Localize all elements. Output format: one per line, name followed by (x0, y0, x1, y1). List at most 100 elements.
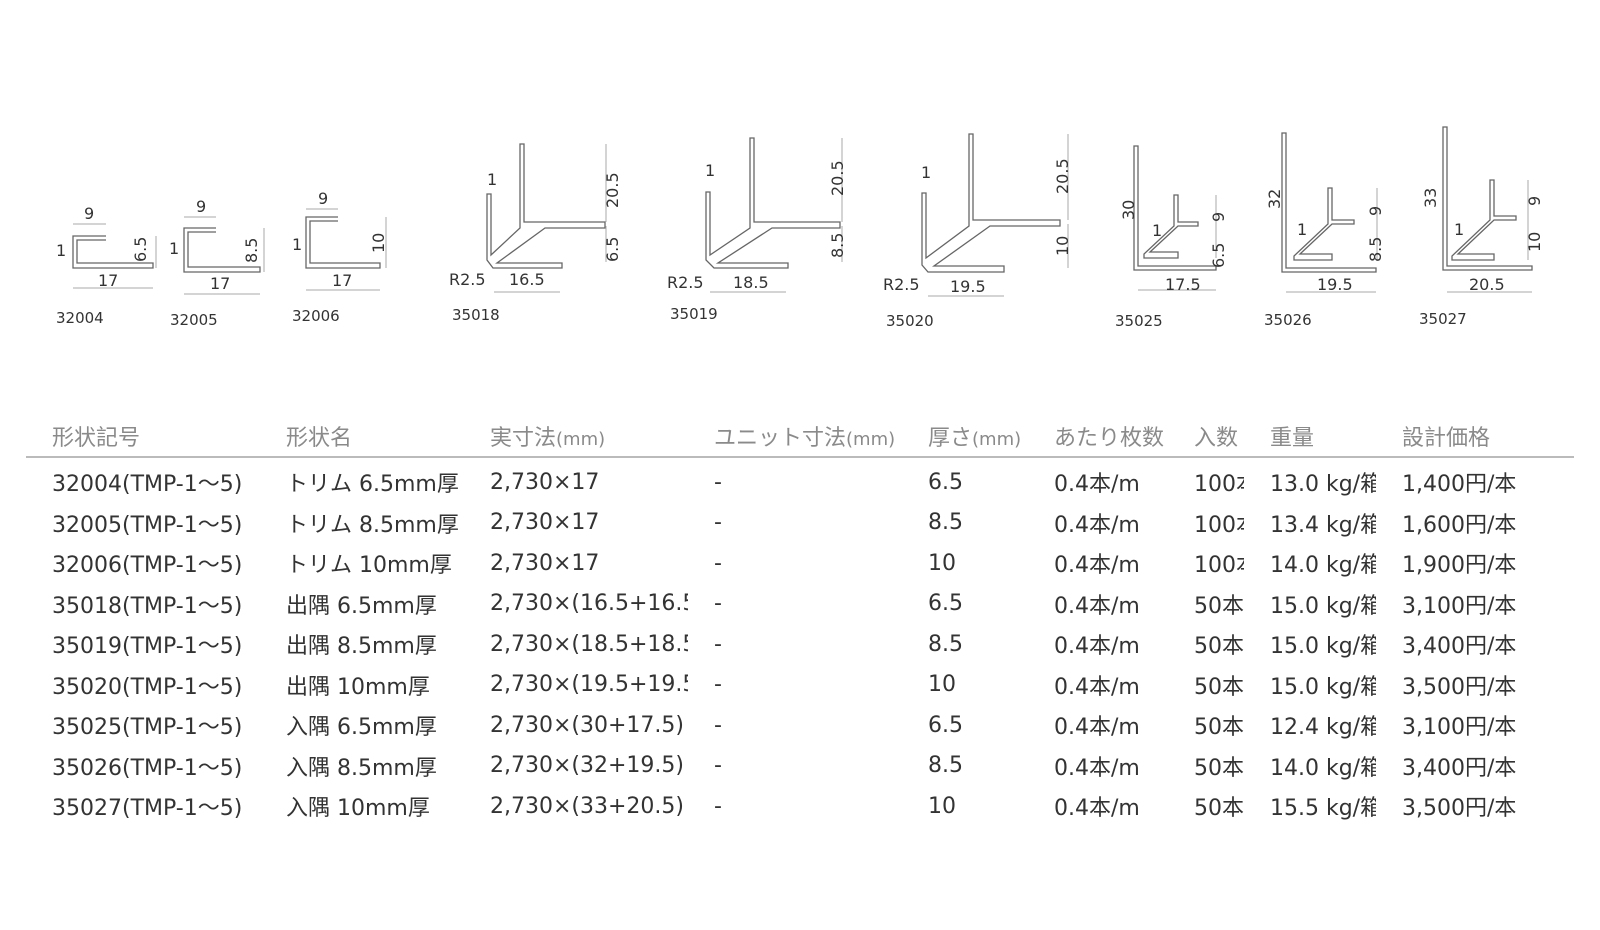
header-unit-size: ユニット寸法(mm) (714, 426, 896, 451)
dim-label: 20.5 (1469, 275, 1505, 294)
diagram-code: 35027 (1419, 310, 1467, 328)
cell-name: トリム 10mm厚 (286, 553, 452, 579)
cell-code: 35019(TMP-1〜5) (52, 634, 243, 660)
dim-label: 8.5 (1366, 237, 1385, 262)
cell-thickness: 10 (928, 672, 956, 698)
dim-label: 6.5 (1209, 243, 1228, 268)
cell-weight: 13.4 kg/箱 (1270, 512, 1376, 538)
cell-unit-size: - (714, 510, 722, 536)
cell-weight: 15.0 kg/箱 (1270, 674, 1376, 700)
cell-price: 3,100円/本 (1402, 715, 1517, 741)
cell-name: 出隅 10mm厚 (286, 674, 430, 700)
dim-label: 1 (56, 241, 66, 260)
cell-unit-size: - (714, 591, 722, 617)
header-size: 実寸法(mm) (490, 426, 606, 451)
dim-label: 19.5 (950, 277, 986, 296)
diagram-35027: 33 1 9 10 20.5 35027 (1419, 126, 1544, 328)
dim-label: 10 (369, 233, 388, 253)
cell-name: 入隅 8.5mm厚 (286, 755, 437, 781)
dim-label: 32 (1265, 189, 1284, 209)
header-name: 形状名 (286, 426, 353, 451)
header-weight: 重量 (1270, 426, 1315, 451)
dim-label: 17 (332, 271, 352, 290)
dim-label: 9 (318, 189, 328, 208)
cell-weight: 15.0 kg/箱 (1270, 634, 1376, 660)
cell-qty: 100本 (1194, 512, 1244, 538)
cell-per: 0.4本/m (1054, 553, 1140, 579)
cell-code: 35027(TMP-1〜5) (52, 796, 243, 822)
dim-label: 6.5 (131, 237, 150, 262)
diagram-code: 35020 (886, 312, 934, 330)
dim-label: 17 (210, 274, 230, 293)
table-row: 35020(TMP-1〜5) 出隅 10mm厚 2,730×(19.5+19.5) -… (26, 665, 1574, 706)
diagram-code: 35026 (1264, 311, 1312, 329)
cell-thickness: 8.5 (928, 510, 963, 536)
cell-price: 3,400円/本 (1402, 634, 1517, 660)
cell-unit-size: - (714, 712, 722, 738)
dim-label: 8.5 (828, 233, 847, 258)
cell-name: 出隅 8.5mm厚 (286, 634, 437, 660)
cell-size: 2,730×17 (490, 469, 600, 495)
cell-weight: 14.0 kg/箱 (1270, 755, 1376, 781)
cell-code: 32005(TMP-1〜5) (52, 512, 243, 538)
cell-price: 3,500円/本 (1402, 674, 1517, 700)
cell-thickness: 8.5 (928, 631, 963, 657)
header-thickness: 厚さ(mm) (928, 426, 1022, 451)
diagram-35026: 32 1 9 8.5 19.5 35026 (1264, 132, 1385, 329)
table-row: 32005(TMP-1〜5) トリム 8.5mm厚 2,730×17 - 8.5 0.4本… (26, 503, 1574, 544)
dim-label: 1 (921, 163, 931, 182)
diagram-code: 35025 (1115, 312, 1163, 330)
cell-qty: 50本 (1194, 796, 1244, 822)
table-row: 35019(TMP-1〜5) 出隅 8.5mm厚 2,730×(18.5+18.5)… (26, 624, 1574, 665)
cell-qty: 50本 (1194, 755, 1244, 781)
dim-label: 16.5 (509, 270, 545, 289)
profile-diagrams: 9 1 6.5 17 32004 9 1 8.5 17 32005 9 1 10… (0, 0, 1600, 340)
dim-label: 1 (1297, 220, 1307, 239)
cell-size: 2,730×17 (490, 510, 600, 536)
cell-qty: 50本 (1194, 634, 1244, 660)
cell-qty: 100本 (1194, 472, 1244, 498)
dim-label: 1 (1152, 221, 1162, 240)
dim-label: 17.5 (1165, 275, 1201, 294)
cell-name: トリム 6.5mm厚 (286, 472, 459, 498)
diagram-32005: 9 1 8.5 17 32005 (169, 197, 265, 329)
dim-label: 30 (1119, 200, 1138, 220)
diagram-code: 32006 (292, 307, 340, 325)
cell-size: 2,730×(32+19.5) (490, 753, 684, 779)
dim-label: 33 (1421, 188, 1440, 208)
dim-label: 17 (98, 271, 118, 290)
cell-thickness: 6.5 (928, 712, 963, 738)
cell-thickness: 8.5 (928, 753, 963, 779)
dim-label: 18.5 (733, 273, 769, 292)
cell-name: 出隅 6.5mm厚 (286, 593, 437, 619)
dim-label: 6.5 (603, 237, 622, 262)
table-row: 32006(TMP-1〜5) トリム 10mm厚 2,730×17 - 10 0.4本/m… (26, 543, 1574, 584)
dim-label: 9 (1366, 206, 1385, 216)
diagram-35019: 1 20.5 8.5 R2.5 18.5 35019 (667, 137, 847, 323)
cell-unit-size: - (714, 550, 722, 576)
cell-weight: 15.0 kg/箱 (1270, 593, 1376, 619)
cell-unit-size: - (714, 793, 722, 819)
cell-price: 3,500円/本 (1402, 796, 1517, 822)
cell-price: 1,400円/本 (1402, 472, 1517, 498)
cell-code: 32006(TMP-1〜5) (52, 553, 243, 579)
cell-code: 35020(TMP-1〜5) (52, 674, 243, 700)
dim-label: 9 (84, 204, 94, 223)
diagram-code: 32004 (56, 309, 104, 327)
diagram-35025: 30 1 9 6.5 17.5 35025 (1115, 145, 1228, 330)
cell-unit-size: - (714, 672, 722, 698)
diagram-32006: 9 1 10 17 32006 (292, 189, 388, 325)
cell-size: 2,730×(16.5+16.5) (490, 591, 688, 617)
diagram-32004: 9 1 6.5 17 32004 (56, 204, 157, 327)
cell-size: 2,730×(19.5+19.5) (490, 672, 688, 698)
dim-label: R2.5 (667, 273, 704, 292)
cell-thickness: 10 (928, 793, 956, 819)
dim-label: 10 (1053, 236, 1072, 256)
dim-label: 9 (196, 197, 206, 216)
cell-price: 3,100円/本 (1402, 593, 1517, 619)
cell-weight: 13.0 kg/箱 (1270, 472, 1376, 498)
diagram-code: 35019 (670, 305, 718, 323)
header-price: 設計価格 (1402, 426, 1491, 451)
dim-label: 1 (705, 161, 715, 180)
diagram-35020: 1 20.5 10 R2.5 19.5 35020 (883, 133, 1072, 330)
